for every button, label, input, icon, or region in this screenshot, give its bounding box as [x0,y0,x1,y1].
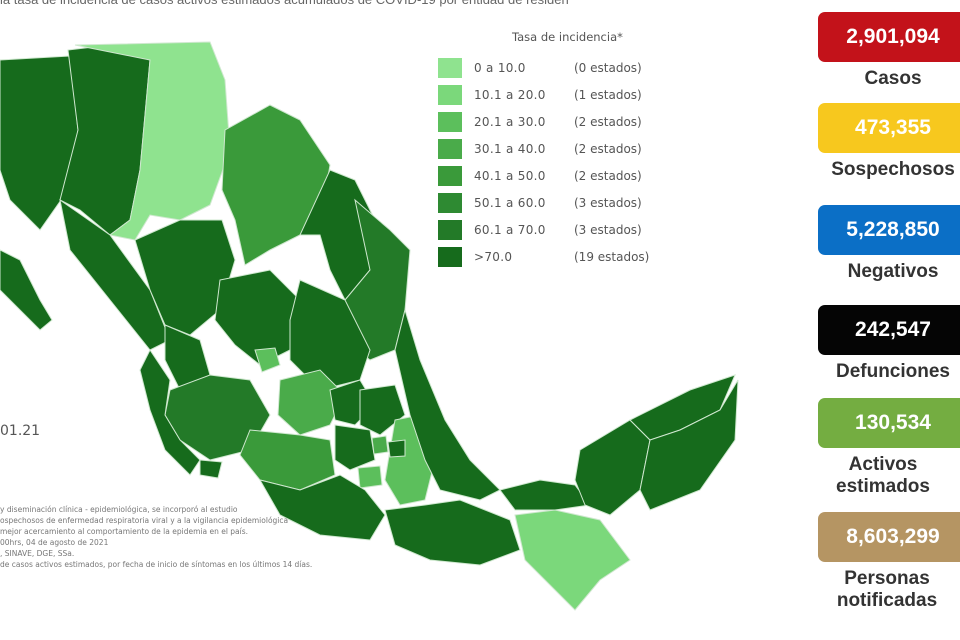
stat-label: Sospechosos [831,159,955,180]
legend-rows: 0 a 10.0 (0 estados) 10.1 a 20.0 (1 estados… [438,54,698,270]
legend-swatch [438,57,462,78]
legend-swatch [438,192,462,213]
stat-value-box: 5,228,850 [818,205,960,255]
legend-item: 20.1 a 30.0 (2 estados) [438,108,698,135]
stats-panel: 2,901,094 Casos 473,355 Sospechosos 5,22… [810,0,960,640]
stat-value-box: 8,603,299 [818,512,960,562]
stat-activos-estimados: 130,534 Activos estimados [818,398,960,498]
state-tamaulipas [344,198,411,361]
state-chiapas [514,509,631,611]
stat-casos: 2,901,094 Casos [818,12,960,90]
stat-label: Activos estimados [836,454,930,497]
state-mexico [334,424,376,471]
legend-swatch [438,219,462,240]
legend-range: 0 a 10.0 [474,60,526,75]
legend-item: 40.1 a 50.0 (2 estados) [438,162,698,189]
stat-value-box: 242,547 [818,305,960,355]
state-colima [199,459,223,479]
footnote-line: ospechosos de enfermedad respiratoria vi… [0,516,289,525]
state-coahuila [221,104,331,266]
stat-value-box: 473,355 [818,103,960,153]
mexico-incidence-map [0,41,739,611]
legend-range: 50.1 a 60.0 [474,195,546,210]
state-guerrero [258,474,386,541]
state-baja-california-sur [0,249,53,331]
legend-title: Tasa de incidencia* [512,30,623,44]
state-tlaxcala [387,439,406,458]
legend-item: 60.1 a 70.0 (3 estados) [438,216,698,243]
stat-defunciones: 242,547 Defunciones [818,305,960,383]
legend-item: 50.1 a 60.0 (3 estados) [438,189,698,216]
stat-negativos: 5,228,850 Negativos [818,205,960,283]
legend-count: (0 estados) [574,60,642,75]
legend-count: (2 estados) [574,141,642,156]
stat-personas-notificadas: 8,603,299 Personas notificadas [818,512,960,612]
legend-range: 20.1 a 30.0 [474,114,546,129]
state-oaxaca [384,499,521,566]
stat-value-box: 130,534 [818,398,960,448]
state-pacific-coast [139,349,201,476]
stat-label: Defunciones [835,361,951,382]
stat-label: Negativos [847,261,939,282]
stat-label: Personas notificadas [836,568,938,611]
state-guanajuato [277,369,346,436]
legend: Tasa de incidencia* 0 a 10.0 (0 estados) 1… [438,30,698,270]
legend-range: >70.0 [474,249,513,264]
footnotes: y diseminación clínica - epidemiológica,… [0,504,420,570]
state-morelos [357,465,383,489]
legend-swatch [438,165,462,186]
footnote-line: y diseminación clínica - epidemiológica,… [0,505,238,514]
state-michoacan [239,429,336,491]
legend-range: 40.1 a 50.0 [474,168,546,183]
legend-swatch [438,246,462,267]
legend-count: (3 estados) [574,222,642,237]
state-chihuahua [74,41,231,241]
legend-count: (19 estados) [574,249,650,264]
state-quintana-roo [639,379,739,511]
state-cdmx [371,435,389,455]
header-text: la tasa de incidencia de casos activos e… [0,0,820,10]
footnote-line: de casos activos estimados, por fecha de… [0,560,313,569]
footnote-line: , SINAVE, DGE, SSa. [0,549,75,558]
legend-swatch [438,111,462,132]
legend-item: >70.0 (19 estados) [438,243,698,270]
state-san-luis-potosi [289,279,371,391]
stat-value-box: 2,901,094 [818,12,960,62]
footnote-line: 00hrs, 04 de agosto de 2021 [0,538,109,547]
legend-count: (3 estados) [574,195,642,210]
footnote-line: mejor acercamiento al comportamiento de … [0,527,249,536]
legend-item: 30.1 a 40.0 (2 estados) [438,135,698,162]
legend-count: (2 estados) [574,114,642,129]
state-hidalgo [359,384,406,436]
state-campeche [574,419,651,516]
state-sinaloa [59,198,171,351]
legend-range: 30.1 a 40.0 [474,141,546,156]
legend-count: (2 estados) [574,168,642,183]
legend-range: 10.1 a 20.0 [474,87,546,102]
state-aguascalientes [254,347,281,373]
legend-item: 10.1 a 20.0 (1 estados) [438,81,698,108]
stat-sospechosos: 473,355 Sospechosos [818,103,960,181]
legend-swatch [438,138,462,159]
date-fragment: 01.21 [0,423,41,439]
legend-swatch [438,84,462,105]
legend-item: 0 a 10.0 (0 estados) [438,54,698,81]
legend-range: 60.1 a 70.0 [474,222,546,237]
legend-count: (1 estados) [574,87,642,102]
stat-label: Casos [864,68,922,89]
